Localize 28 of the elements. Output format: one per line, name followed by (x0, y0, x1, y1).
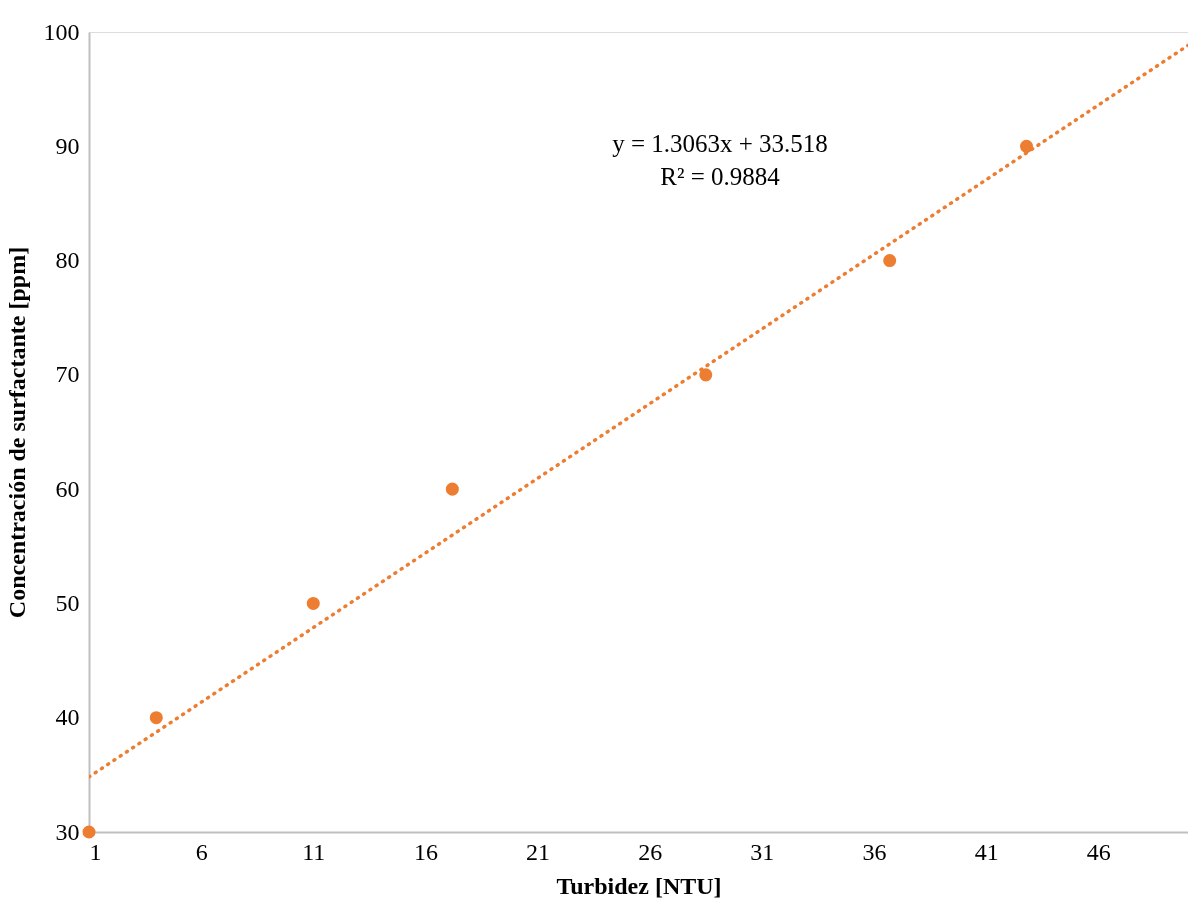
y-tick-label: 50 (55, 589, 80, 616)
annotation: y = 1.3063x + 33.518 (612, 130, 828, 157)
y-tick-label: 30 (55, 818, 80, 845)
point (82, 825, 96, 839)
x-tick-label: 26 (638, 838, 663, 865)
x-tick-label: 1 (89, 838, 102, 865)
point (699, 368, 713, 382)
x-tick-label: 36 (862, 838, 887, 865)
y-tick-label: 90 (55, 132, 80, 159)
y-tick-label: 70 (55, 361, 80, 388)
y-axis-title: Concentración de surfactante [ppm] (3, 246, 30, 619)
x-tick-label: 6 (195, 838, 208, 865)
y-tick-label: 60 (55, 475, 80, 502)
y-tick-label: 100 (43, 18, 80, 45)
annotation: R² = 0.9884 (660, 163, 781, 190)
x-tick-label: 16 (413, 838, 438, 865)
x-tick-label: 21 (526, 838, 551, 865)
point (883, 254, 897, 268)
y-tick-label: 40 (55, 704, 80, 731)
x-tick-label: 11 (302, 838, 326, 865)
x-tick-label: 46 (1086, 838, 1111, 865)
x-axis-title: Turbidez [NTU] (556, 872, 722, 899)
point (149, 711, 163, 725)
point (445, 482, 459, 496)
x-tick-label: 41 (974, 838, 999, 865)
x-tick-label: 31 (750, 838, 775, 865)
y-tick-label: 80 (55, 247, 80, 274)
point (306, 596, 320, 610)
